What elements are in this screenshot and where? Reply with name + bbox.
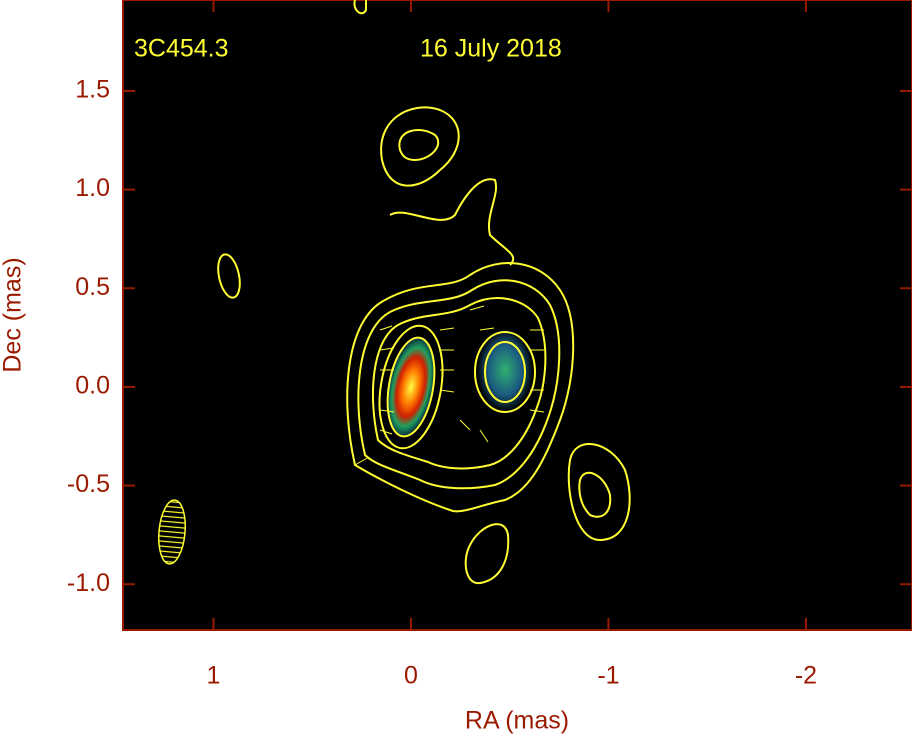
contour <box>567 443 631 542</box>
contour <box>346 262 575 513</box>
plot-area <box>122 0 912 631</box>
contour <box>371 297 547 470</box>
contour <box>386 336 436 438</box>
x-tick-label: 1 <box>207 662 221 690</box>
y-tick-label: 0.0 <box>75 372 110 400</box>
contour <box>484 341 526 403</box>
x-tick-label: 0 <box>404 662 418 690</box>
x-tick-label: -2 <box>795 662 817 690</box>
y-tick-label: -1.0 <box>67 569 110 597</box>
x-axis-label: RA (mas) <box>465 707 569 735</box>
emission <box>387 337 435 437</box>
y-tick-label: 1.5 <box>75 76 110 104</box>
contour <box>217 253 241 299</box>
contour <box>474 331 536 413</box>
polarization-vector <box>354 305 545 466</box>
contour <box>380 106 460 187</box>
y-axis-label: Dec (mas) <box>0 257 27 372</box>
y-tick-label: 1.0 <box>75 174 110 202</box>
contour <box>464 523 510 585</box>
y-tick-label: 0.5 <box>75 273 110 301</box>
y-tick-label: -0.5 <box>67 470 110 498</box>
contour <box>353 0 367 15</box>
map <box>158 0 631 585</box>
date-label: 16 July 2018 <box>420 35 562 63</box>
x-tick-label: -1 <box>597 662 619 690</box>
contour <box>378 324 444 450</box>
contour <box>357 279 561 490</box>
beam <box>158 499 186 565</box>
contour <box>398 129 440 162</box>
contour <box>578 471 612 518</box>
source-label: 3C454.3 <box>134 35 229 63</box>
contour <box>389 178 515 266</box>
